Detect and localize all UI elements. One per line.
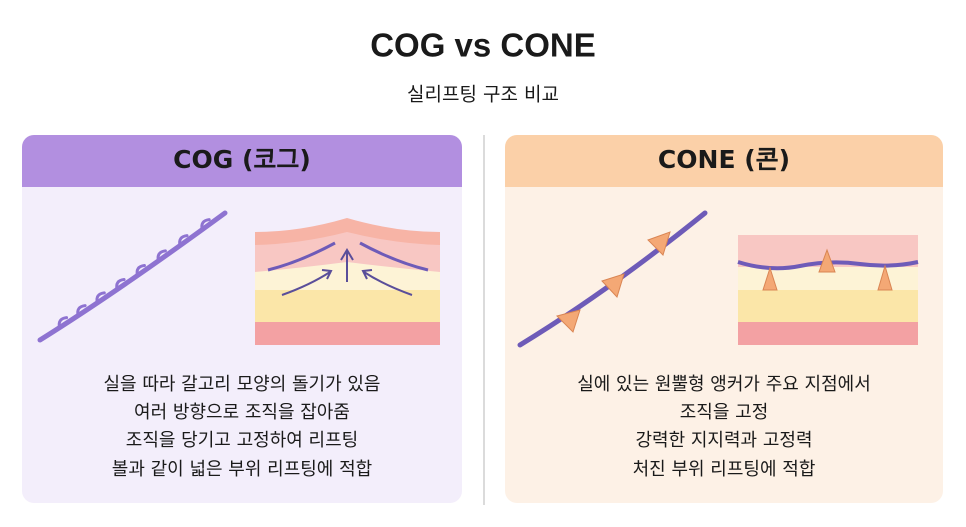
description: 실을 따라 갈고리 모양의 돌기가 있음 bbox=[103, 374, 380, 395]
barb bbox=[178, 234, 189, 248]
panel-heading: COG (코그) bbox=[173, 145, 311, 174]
panel-header bbox=[505, 135, 943, 187]
panel-bg bbox=[505, 135, 943, 503]
barb bbox=[135, 264, 146, 278]
panel-heading: CONE (콘) bbox=[658, 145, 790, 174]
cog-thread bbox=[37, 210, 228, 343]
description: 강력한 지지력과 고정력 bbox=[635, 430, 812, 451]
description: 조직을 당기고 고정하여 리프팅 bbox=[126, 430, 358, 451]
description: 볼과 같이 넓은 부위 리프팅에 적합 bbox=[112, 459, 372, 480]
description: 실에 있는 원뿔형 앵커가 주요 지점에서 bbox=[577, 374, 871, 395]
barb bbox=[115, 278, 126, 292]
barb bbox=[200, 218, 211, 232]
barb bbox=[156, 249, 167, 263]
panel-header bbox=[22, 135, 462, 187]
cone-panel: CONE (콘) 실에 있는 원뿔형 앵커가 주요 지점에서 조직을 고정 강력… bbox=[505, 135, 943, 503]
cog-tissue bbox=[255, 218, 440, 345]
description: 여러 방향으로 조직을 잡아줌 bbox=[134, 402, 350, 423]
description: 조직을 고정 bbox=[680, 402, 769, 423]
title: COG vs CONE bbox=[370, 27, 596, 64]
barb bbox=[95, 291, 106, 305]
subtitle: 실리프팅 구조 비교 bbox=[407, 84, 559, 106]
cone-thread bbox=[517, 210, 708, 348]
cone-tissue bbox=[737, 235, 919, 345]
cog-panel: COG (코그) 실을 따라 갈고리 모양의 돌기가 있음 여러 방향으로 조직… bbox=[22, 135, 462, 503]
description: 처진 부위 리프팅에 적합 bbox=[633, 459, 816, 480]
barb bbox=[57, 316, 69, 330]
barb bbox=[76, 304, 87, 318]
